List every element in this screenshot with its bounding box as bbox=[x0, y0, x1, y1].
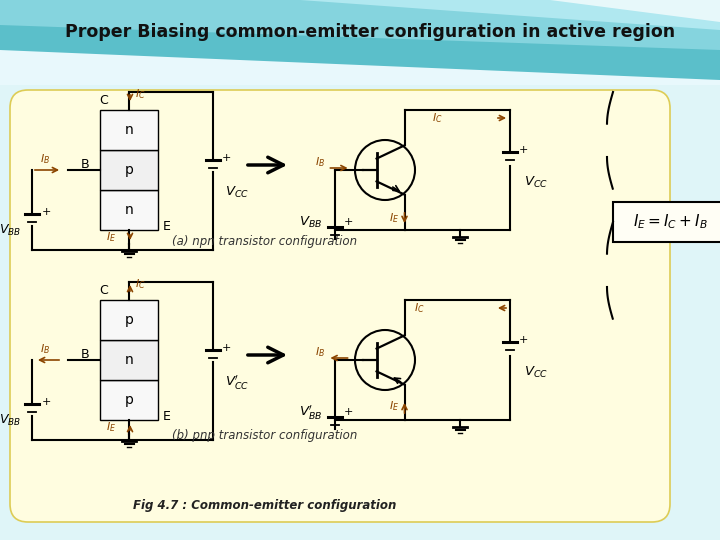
Text: +: + bbox=[222, 153, 231, 163]
Text: n: n bbox=[125, 353, 133, 367]
Text: $I_E = I_C + I_B$: $I_E = I_C + I_B$ bbox=[633, 213, 707, 231]
Text: $I_B$: $I_B$ bbox=[315, 155, 325, 169]
Bar bbox=[100, 110, 158, 150]
Text: $I_E$: $I_E$ bbox=[106, 230, 116, 244]
Text: $V_{BB}$: $V_{BB}$ bbox=[299, 214, 322, 230]
Text: $V_{CC}'$: $V_{CC}'$ bbox=[225, 373, 249, 391]
Bar bbox=[0, 85, 720, 540]
Text: Proper Biasing common-emitter configuration in active region: Proper Biasing common-emitter configurat… bbox=[65, 23, 675, 41]
Text: $V_{CC}$: $V_{CC}$ bbox=[524, 174, 548, 190]
Text: $I_B$: $I_B$ bbox=[40, 342, 50, 356]
Text: +: + bbox=[42, 207, 51, 217]
Text: $I_B$: $I_B$ bbox=[40, 152, 50, 166]
Text: E: E bbox=[163, 409, 171, 422]
FancyBboxPatch shape bbox=[10, 90, 670, 522]
Text: E: E bbox=[163, 219, 171, 233]
Bar bbox=[100, 150, 158, 190]
Text: p: p bbox=[125, 393, 133, 407]
Text: $I_C$: $I_C$ bbox=[415, 301, 426, 315]
Text: $V_{BB}$: $V_{BB}$ bbox=[0, 413, 21, 428]
Text: C: C bbox=[99, 93, 109, 106]
Text: n: n bbox=[125, 203, 133, 217]
Bar bbox=[100, 380, 158, 420]
Text: +: + bbox=[42, 397, 51, 407]
Text: $I_C$: $I_C$ bbox=[135, 277, 145, 291]
Text: $V_{CC}$: $V_{CC}$ bbox=[524, 364, 548, 380]
Text: +: + bbox=[519, 335, 528, 345]
Text: $I_B$: $I_B$ bbox=[315, 345, 325, 359]
Text: (b) pnp transistor configuration: (b) pnp transistor configuration bbox=[172, 429, 358, 442]
FancyBboxPatch shape bbox=[613, 202, 720, 242]
Text: $I_E$: $I_E$ bbox=[106, 420, 116, 434]
Polygon shape bbox=[0, 0, 720, 80]
Text: +: + bbox=[519, 145, 528, 155]
Text: $I_C$: $I_C$ bbox=[135, 87, 145, 101]
Bar bbox=[100, 340, 158, 380]
Text: p: p bbox=[125, 163, 133, 177]
Text: +: + bbox=[222, 343, 231, 353]
Polygon shape bbox=[350, 0, 720, 22]
Text: p: p bbox=[125, 313, 133, 327]
Text: +: + bbox=[343, 407, 353, 417]
Text: $V_{CC}$: $V_{CC}$ bbox=[225, 185, 249, 200]
Text: $I_E$: $I_E$ bbox=[390, 211, 400, 225]
Text: B: B bbox=[81, 348, 89, 361]
Text: n: n bbox=[125, 123, 133, 137]
Polygon shape bbox=[0, 0, 720, 30]
Text: $I_E$: $I_E$ bbox=[390, 399, 400, 413]
Text: C: C bbox=[99, 284, 109, 296]
Bar bbox=[100, 300, 158, 340]
Text: B: B bbox=[81, 158, 89, 171]
Text: $I_C$: $I_C$ bbox=[433, 111, 444, 125]
Polygon shape bbox=[0, 0, 720, 50]
Bar bbox=[100, 190, 158, 230]
Text: $V_{BB}'$: $V_{BB}'$ bbox=[299, 403, 322, 421]
Text: (a) npn transistor configuration: (a) npn transistor configuration bbox=[172, 235, 358, 248]
Text: +: + bbox=[343, 217, 353, 227]
Text: Fig 4.7 : Common-emitter configuration: Fig 4.7 : Common-emitter configuration bbox=[133, 500, 397, 512]
Text: $V_{BB}$: $V_{BB}$ bbox=[0, 222, 21, 238]
